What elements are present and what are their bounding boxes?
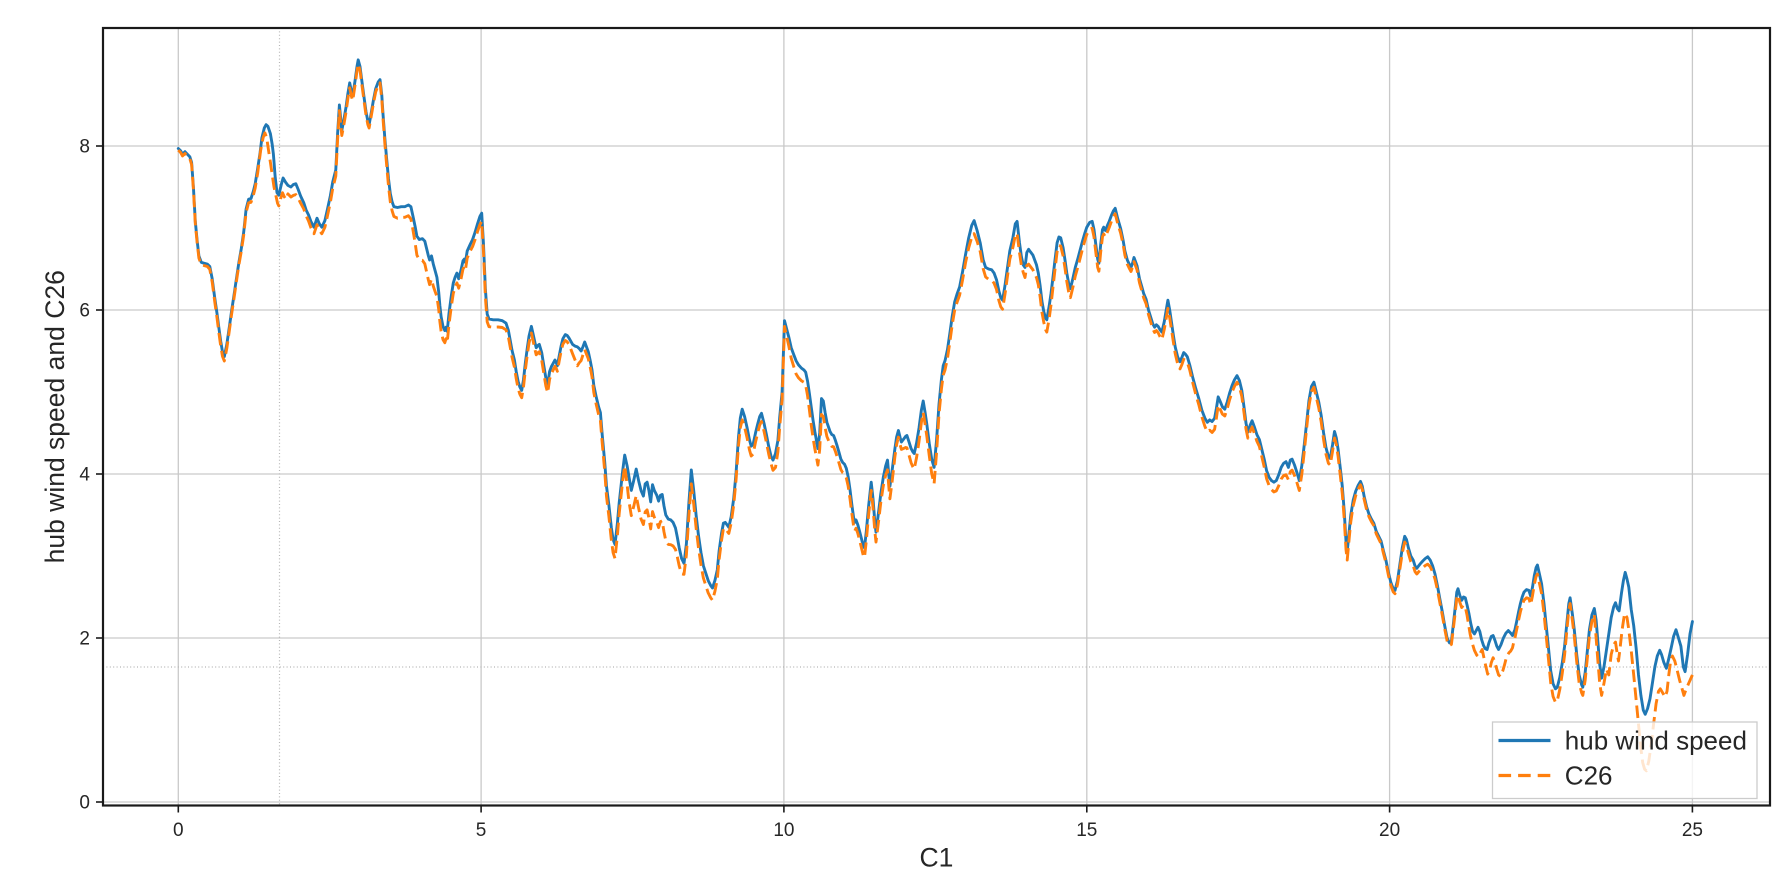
svg-text:2: 2: [79, 629, 90, 650]
svg-text:0: 0: [79, 793, 90, 814]
svg-text:4: 4: [79, 465, 90, 486]
svg-text:hub wind speed and C26: hub wind speed and C26: [40, 270, 70, 563]
svg-text:hub wind speed: hub wind speed: [1565, 726, 1747, 756]
svg-text:10: 10: [773, 820, 794, 841]
svg-text:0: 0: [173, 820, 184, 841]
svg-text:C26: C26: [1565, 761, 1613, 791]
svg-text:8: 8: [79, 137, 90, 158]
svg-text:20: 20: [1379, 820, 1400, 841]
svg-text:15: 15: [1076, 820, 1097, 841]
svg-text:C1: C1: [920, 843, 954, 873]
svg-text:25: 25: [1682, 820, 1703, 841]
svg-text:5: 5: [476, 820, 487, 841]
svg-text:6: 6: [79, 301, 90, 322]
